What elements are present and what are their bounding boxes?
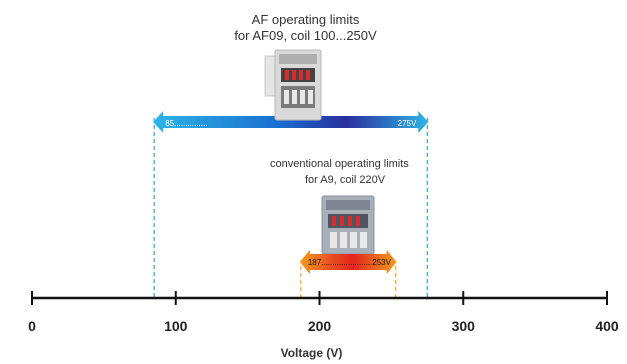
af-max-label: 275V (398, 119, 417, 128)
af-min-label: 85............... (165, 119, 207, 128)
conv-title-line2: for A9, coil 220V (305, 174, 386, 186)
axis-tick-label: 400 (595, 318, 619, 334)
axis-tick-label: 200 (308, 318, 332, 334)
conv-range-label: 187.......................253V (308, 258, 392, 267)
conv-range-arrow (299, 250, 397, 274)
af09-contactor-icon (264, 49, 322, 121)
axis-tick-label: 100 (164, 318, 188, 334)
af-title-line2: for AF09, coil 100...250V (234, 28, 377, 43)
axis-tick-label: 300 (452, 318, 476, 334)
af-range-arrow (153, 111, 429, 133)
axis-label: Voltage (V) (280, 346, 343, 360)
axis-tick-label: 0 (28, 318, 36, 334)
conv-title-line1: conventional operating limits (270, 158, 409, 170)
af-title-line1: AF operating limits (251, 12, 360, 27)
a9-contactor-icon (321, 195, 375, 255)
